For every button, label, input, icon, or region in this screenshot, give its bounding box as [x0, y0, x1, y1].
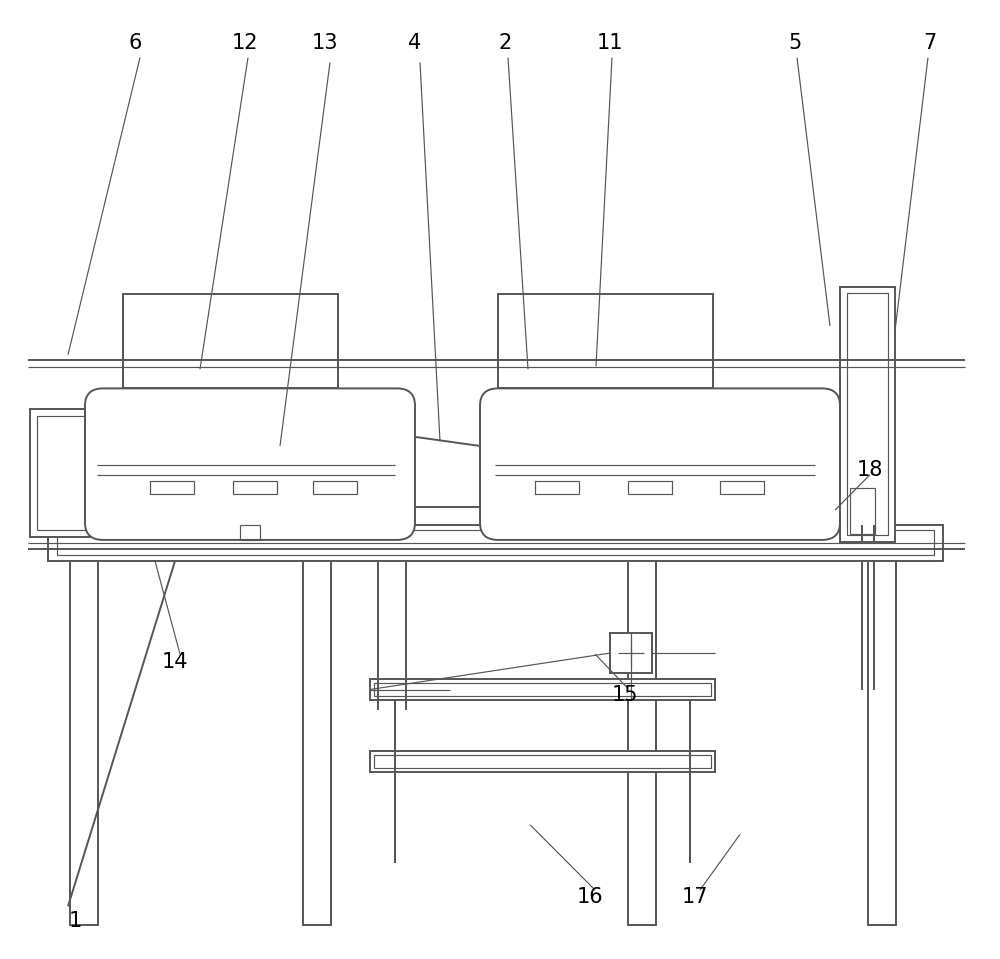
Bar [374, 755, 711, 768]
Bar [498, 294, 713, 388]
Bar [70, 561, 98, 925]
Bar [720, 481, 764, 494]
Bar [37, 416, 86, 530]
Bar [847, 293, 888, 535]
Bar [840, 287, 895, 542]
Bar [150, 481, 194, 494]
Bar [868, 561, 896, 925]
FancyBboxPatch shape [480, 388, 840, 540]
Text: 11: 11 [597, 34, 623, 53]
Text: 14: 14 [162, 652, 188, 671]
Bar [374, 683, 711, 696]
Text: 18: 18 [857, 460, 883, 480]
Bar [628, 561, 656, 925]
Bar [233, 481, 277, 494]
Bar [535, 481, 579, 494]
Bar [628, 481, 672, 494]
Text: 17: 17 [682, 887, 708, 906]
Bar [123, 294, 338, 388]
Bar [370, 751, 715, 772]
Text: 2: 2 [498, 34, 512, 53]
Text: 7: 7 [923, 34, 937, 53]
Text: 4: 4 [408, 34, 422, 53]
Bar [850, 488, 875, 534]
Text: 15: 15 [612, 686, 638, 705]
Bar [303, 561, 331, 925]
Bar [370, 679, 715, 700]
Bar [30, 409, 93, 537]
Bar [610, 633, 652, 673]
Bar [48, 525, 943, 561]
Bar [57, 530, 934, 555]
Text: 6: 6 [128, 34, 142, 53]
FancyBboxPatch shape [85, 388, 415, 540]
Text: 13: 13 [312, 34, 338, 53]
Text: 5: 5 [788, 34, 802, 53]
Text: 1: 1 [68, 911, 82, 930]
Text: 16: 16 [577, 887, 603, 906]
Bar [313, 481, 357, 494]
Text: 12: 12 [232, 34, 258, 53]
